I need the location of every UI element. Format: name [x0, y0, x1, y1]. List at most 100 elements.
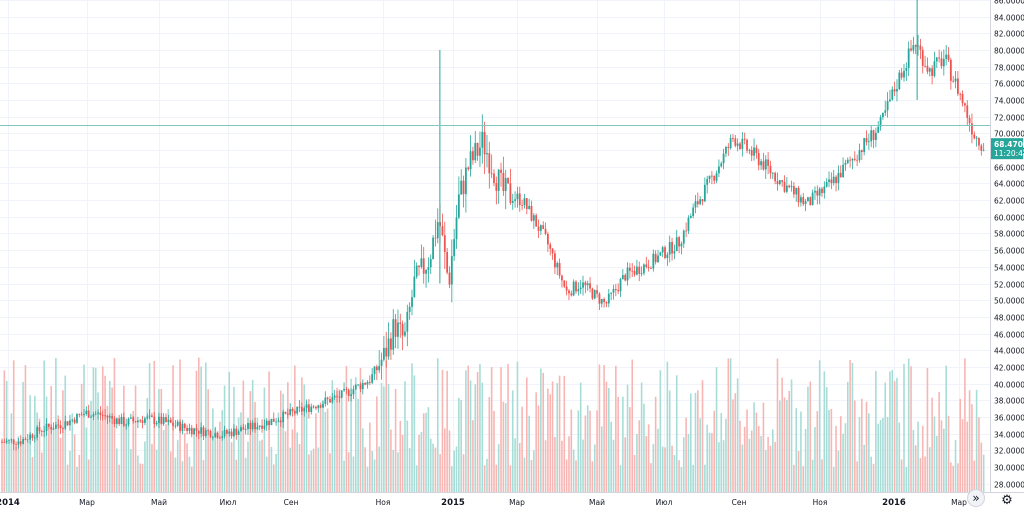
volume-bar — [322, 400, 324, 492]
candle-body — [190, 427, 193, 435]
candle-body — [886, 101, 889, 111]
candle-body — [97, 412, 99, 414]
volume-bar — [971, 404, 973, 492]
volume-bar — [176, 440, 179, 492]
volume-bar — [465, 370, 467, 492]
candle-body — [265, 420, 268, 426]
candle-body — [371, 374, 374, 383]
candle-body — [790, 186, 793, 188]
volume-bar — [308, 454, 310, 492]
candle-body — [193, 428, 196, 435]
volume-bar — [912, 429, 915, 492]
price-axis[interactable] — [990, 0, 1024, 511]
volume-bar — [661, 446, 664, 492]
volume-bar — [507, 363, 509, 492]
volume-bar — [373, 459, 376, 492]
candle-body — [638, 266, 641, 274]
candle-body — [907, 48, 910, 68]
volume-bar — [980, 442, 983, 492]
candle-body — [186, 427, 188, 431]
candle-body — [36, 427, 39, 438]
volume-bar — [891, 369, 894, 492]
volume-bar — [5, 381, 8, 492]
volume-bar — [933, 416, 936, 492]
candle-body — [141, 420, 144, 423]
volume-bar — [101, 366, 104, 492]
candle-body — [148, 415, 151, 417]
candle-body — [375, 366, 378, 371]
gear-icon[interactable]: ⚙ — [1001, 493, 1013, 508]
candle-body — [359, 384, 362, 390]
volume-bar — [420, 432, 423, 492]
candle-body — [331, 397, 334, 403]
candle-body — [722, 153, 725, 164]
candle-body — [155, 423, 158, 425]
candle-body — [605, 302, 608, 304]
volume-bar — [514, 438, 516, 492]
volume-bar — [950, 462, 952, 492]
volume-bar — [106, 405, 109, 492]
volume-bar — [598, 364, 601, 492]
candle-body — [614, 288, 617, 290]
volume-bar — [240, 412, 242, 492]
y-tick-label: 34.0000 — [994, 431, 1024, 440]
candle-body — [640, 273, 643, 275]
volume-bar — [612, 439, 615, 492]
volume-bar — [474, 384, 477, 492]
volume-bar — [718, 442, 720, 492]
candle-body — [633, 270, 636, 275]
candle-body — [811, 192, 814, 206]
volume-bar — [481, 382, 484, 492]
volume-bar — [877, 423, 880, 492]
volume-bar — [720, 413, 723, 492]
candle-body — [844, 162, 847, 165]
volume-bar — [558, 375, 561, 492]
volume-bar — [837, 450, 840, 492]
candle-body — [467, 167, 470, 170]
candle-body — [696, 201, 699, 205]
candle-body — [216, 432, 219, 438]
candle-body — [387, 338, 390, 357]
volume-bar — [144, 441, 146, 492]
volume-bar — [92, 367, 95, 492]
volume-bar — [99, 421, 102, 492]
candle-body — [277, 420, 280, 422]
volume-bar — [460, 400, 462, 492]
candle-body — [628, 267, 631, 271]
candle-body — [732, 137, 734, 139]
y-tick-label: 44.0000 — [994, 347, 1024, 356]
candle-body — [462, 180, 465, 195]
volume-bar — [706, 424, 708, 492]
volume-bar — [219, 421, 221, 492]
candle-body — [45, 423, 48, 432]
volume-bar — [265, 456, 268, 492]
x-tick-label: Мар — [951, 498, 967, 507]
volume-bar — [202, 460, 205, 492]
volume-bar — [526, 377, 528, 492]
candle-body — [814, 190, 816, 193]
volume-bar — [408, 448, 411, 492]
volume-bar — [469, 380, 472, 492]
candle-body — [303, 408, 306, 412]
volume-bar — [350, 378, 352, 492]
volume-bar — [12, 360, 15, 492]
scroll-to-realtime-button[interactable]: » — [967, 489, 985, 507]
candle-body — [204, 430, 207, 437]
candle-body — [275, 421, 278, 423]
candle-body — [942, 58, 945, 67]
volume-bar — [542, 372, 544, 492]
volume-bar — [486, 458, 488, 492]
volume-bar — [947, 415, 950, 492]
candle-body — [579, 287, 582, 290]
candle-body — [282, 411, 285, 423]
volume-bar — [715, 367, 718, 492]
volume-bar — [19, 441, 22, 492]
candle-body — [139, 420, 142, 422]
candle-body — [699, 199, 702, 205]
candle-body — [872, 130, 875, 140]
volume-bar — [497, 444, 500, 492]
volume-bar — [518, 443, 521, 492]
candle-body — [336, 395, 338, 397]
